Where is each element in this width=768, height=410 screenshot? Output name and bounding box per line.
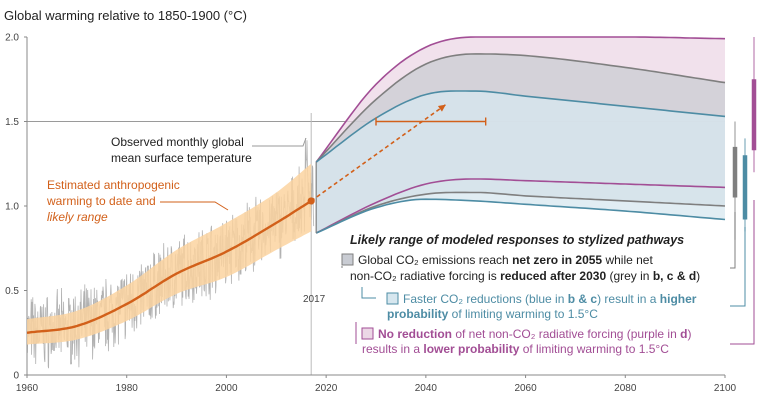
legend-title: Likely range of modeled responses to sty… xyxy=(350,233,684,247)
blue-band xyxy=(316,91,725,233)
grey-upper-line xyxy=(315,53,726,163)
legend-swatch-blue xyxy=(386,292,399,305)
observed-label-line2: mean surface temperature xyxy=(111,151,252,165)
estimated-label-line1: Estimated anthropogenic xyxy=(47,178,180,192)
range-bars-2100 xyxy=(732,37,757,240)
estimated-label-line2: warming to date and xyxy=(46,194,156,208)
estimated-pointer xyxy=(160,201,229,211)
blue-lower-line xyxy=(315,198,726,234)
y-tick-label-1.0: 1.0 xyxy=(5,202,19,213)
legend-swatch-grey xyxy=(341,253,354,266)
legend-blue-line2: probability of limiting warming to 1.5°C xyxy=(387,307,598,321)
estimated-warming-line xyxy=(26,199,312,334)
legend-grey-line1: Global CO₂ emissions reach net zero in 2… xyxy=(358,253,653,267)
pathway-bands xyxy=(315,36,726,234)
grey-lower-line xyxy=(315,191,726,234)
x-tick-label-2000: 2000 xyxy=(215,383,238,394)
purple-upper-line xyxy=(315,36,726,163)
chart-title: Global warming relative to 1850-1900 (°C… xyxy=(4,8,247,23)
legend-purple-line1: No reduction of net non-CO₂ radiative fo… xyxy=(378,327,691,341)
legend-connectors xyxy=(341,200,755,345)
y-tick-label-2.0: 2.0 xyxy=(5,33,19,44)
year-2017-label: 2017 xyxy=(303,294,326,305)
x-tick-label-2100: 2100 xyxy=(714,383,737,394)
y-tick-label-1.5: 1.5 xyxy=(5,117,19,128)
x-tick-label-1980: 1980 xyxy=(116,383,139,394)
y-tick-label-0: 0 xyxy=(13,371,19,382)
legend-purple-line2: results in a lower probability of limiti… xyxy=(362,342,669,356)
estimated-likely-range xyxy=(27,163,312,345)
axes-layer: 0 0.5 1.0 1.5 2.0 1960 1980 2000 2020 2040 2060 208… xyxy=(5,33,736,395)
observed-label-line1: Observed monthly global xyxy=(111,135,244,149)
observed-pointer xyxy=(252,137,307,147)
purple-connector xyxy=(355,200,755,345)
estimated-warming-series xyxy=(26,103,487,345)
x-tick-label-1960: 1960 xyxy=(16,383,39,394)
blue-upper-line xyxy=(315,90,726,163)
x-tick-label-2060: 2060 xyxy=(514,383,537,394)
legend-grey-line2: non-CO₂ radiative forcing is reduced aft… xyxy=(350,269,700,283)
legend-blue-line1: Faster CO₂ reductions (blue in b & c) re… xyxy=(403,292,697,306)
purple-lower-line xyxy=(315,178,726,234)
y-tick-label-0.5: 0.5 xyxy=(5,286,19,297)
x-tick-label-2080: 2080 xyxy=(614,383,637,394)
grey-connector xyxy=(341,212,736,269)
blue-connector xyxy=(361,227,746,307)
x-tick-label-2040: 2040 xyxy=(415,383,438,394)
projection-arrowhead xyxy=(437,104,446,112)
x-tick-label-2020: 2020 xyxy=(315,383,338,394)
legend-swatch-purple xyxy=(361,327,374,340)
estimated-label-line3: likely range xyxy=(47,210,108,224)
